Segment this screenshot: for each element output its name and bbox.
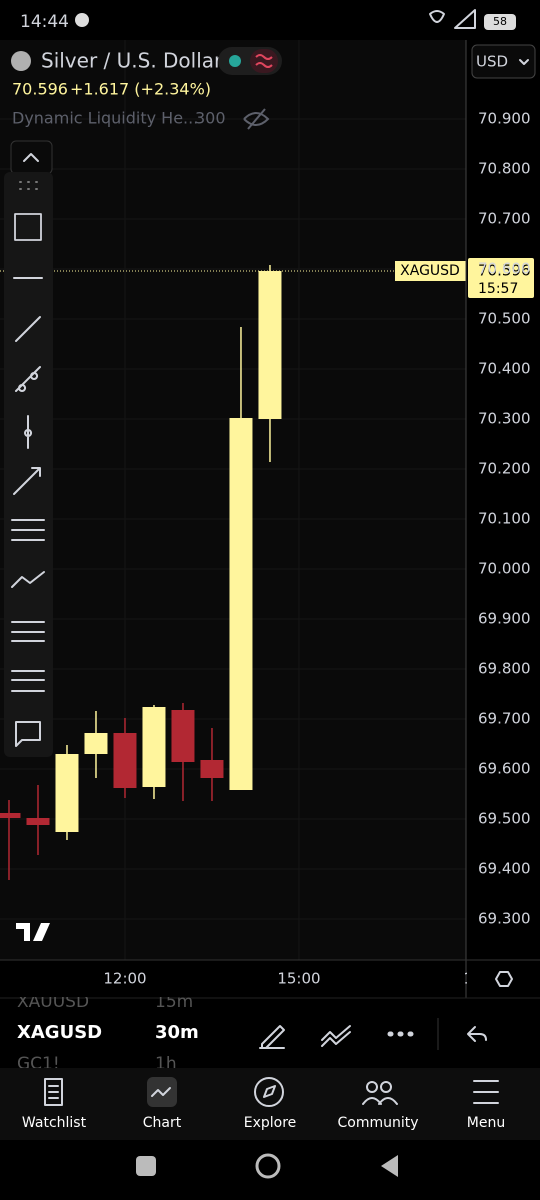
- y-tick-label: 70.000: [478, 560, 531, 578]
- collapse-icon: [23, 153, 39, 162]
- battery-icon: [484, 14, 516, 30]
- signal-icon: [454, 9, 476, 29]
- candle-body: [84, 733, 108, 754]
- y-tick-label: 70.800: [478, 160, 531, 178]
- indicators-icon[interactable]: [321, 1025, 351, 1047]
- nav-label[interactable]: Menu: [467, 1115, 505, 1131]
- y-tick-label: 70.100: [478, 510, 531, 528]
- x-tick-label: 15:00: [277, 970, 320, 988]
- y-tick-label: 69.800: [478, 660, 531, 678]
- nav-icons: [44, 1077, 499, 1107]
- y-tick-label: 70.600: [478, 260, 531, 278]
- candle-body: [142, 707, 166, 787]
- chart-actions: [259, 1025, 487, 1049]
- draw-icon[interactable]: [259, 1025, 285, 1049]
- y-tick-label: 70.300: [478, 410, 531, 428]
- home-button[interactable]: [255, 1153, 281, 1179]
- y-tick-label: 70.400: [478, 360, 531, 378]
- y-tick-label: 70.200: [478, 460, 531, 478]
- settings-icon[interactable]: [495, 971, 513, 987]
- price-tag: [468, 258, 534, 298]
- y-tick-label: 69.400: [478, 860, 531, 878]
- candle-body: [0, 813, 21, 818]
- symbol-title[interactable]: Silver / U.S. Dollar: [41, 49, 223, 73]
- tv-logo: [16, 923, 50, 941]
- nav-label[interactable]: Explore: [244, 1115, 297, 1131]
- symbol-tag-label: XAGUSD: [400, 263, 460, 279]
- header-price: 70.596: [12, 80, 68, 99]
- collapse-button[interactable]: [10, 140, 53, 175]
- candle-body: [26, 818, 50, 825]
- indicator-name[interactable]: Dynamic Liquidity He...: [12, 109, 198, 128]
- header-change: +1.617 (+2.34%): [70, 80, 211, 99]
- undo-icon[interactable]: [467, 1026, 487, 1042]
- candle-body: [200, 760, 224, 778]
- symbol-icon: [11, 51, 31, 71]
- x-tick-label: 12:00: [103, 970, 146, 988]
- clock: 14:44: [20, 12, 69, 32]
- y-tick-label: 70.900: [478, 110, 531, 128]
- back-button[interactable]: [381, 1155, 398, 1177]
- y-tick-label: 69.700: [478, 710, 531, 728]
- y-tick-label: 70.500: [478, 310, 531, 328]
- y-tick-label: 69.600: [478, 760, 531, 778]
- candle-body: [171, 710, 195, 762]
- y-tick-label: 70.700: [478, 210, 531, 228]
- candle-body: [258, 271, 282, 419]
- recents-button[interactable]: [136, 1156, 156, 1176]
- candle-body: [55, 754, 79, 832]
- symbol-interval[interactable]: 30m: [155, 1022, 199, 1043]
- nav-label[interactable]: Watchlist: [22, 1115, 87, 1131]
- nav-label[interactable]: Community: [337, 1115, 418, 1131]
- list-fade: [0, 985, 240, 997]
- notification-icon: [75, 13, 89, 27]
- drawing-toolbar: [4, 172, 53, 757]
- y-tick-label: 69.300: [478, 910, 531, 928]
- currency-button[interactable]: [471, 44, 536, 79]
- price-tag-value: 70.596: [478, 262, 531, 280]
- axis-mask: [467, 961, 540, 997]
- symbol-name[interactable]: XAGUSD: [17, 1022, 102, 1043]
- symbol-tag: [395, 261, 466, 281]
- delay-badge: [250, 49, 278, 73]
- currency: USD: [476, 53, 508, 71]
- currency-caret: [519, 59, 529, 65]
- axes: 70.900 70.800 70.700 70.600 70.500 70.400 70.3…: [103, 110, 540, 997]
- price-tag-countdown: 15:57: [478, 281, 518, 297]
- candle-body: [113, 733, 137, 788]
- y-tick-label: 69.500: [478, 810, 531, 828]
- nav-labels: Watchlist Chart Explore Community Menu: [22, 1115, 505, 1131]
- y-tick-label: 69.900: [478, 610, 531, 628]
- dnd-icon: [429, 10, 445, 23]
- nav-bar: [0, 1068, 540, 1140]
- market-open-dot: [229, 55, 241, 67]
- candle-body: [229, 418, 253, 790]
- delay-icon: [255, 54, 273, 68]
- battery-level: 58: [493, 15, 507, 28]
- indicator-value: 300: [195, 109, 226, 128]
- nav-label[interactable]: Chart: [143, 1115, 182, 1131]
- toolbar-icons: [11, 181, 45, 747]
- hide-indicator-icon[interactable]: [243, 108, 270, 130]
